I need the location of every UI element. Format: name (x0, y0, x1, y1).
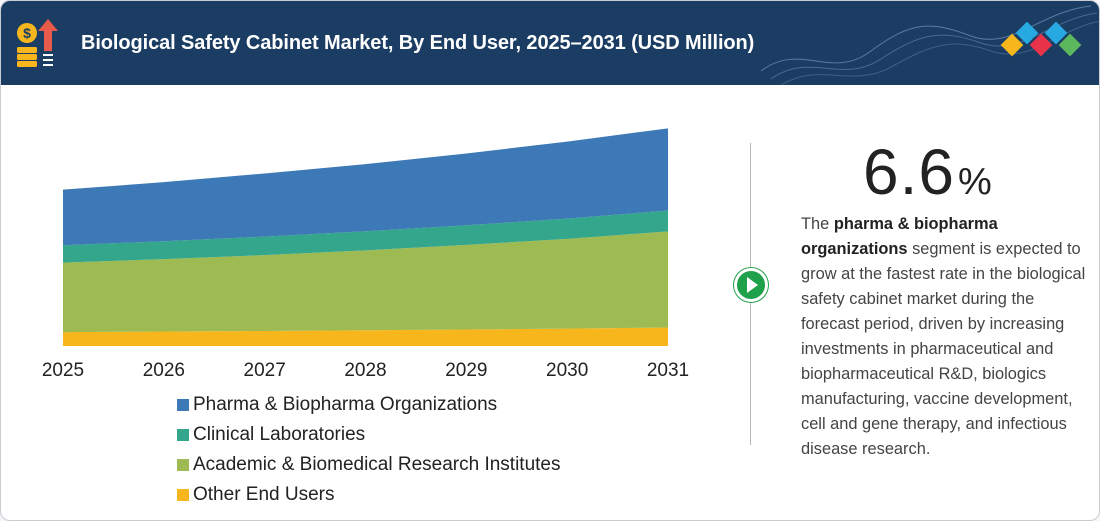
legend-swatch (177, 429, 189, 441)
legend-label: Clinical Laboratories (193, 424, 366, 445)
description-body: segment is expected to grow at the faste… (801, 240, 1086, 458)
legend-item: Other End Users (177, 480, 561, 510)
svg-text:$: $ (23, 25, 31, 41)
area-series-3 (63, 128, 668, 246)
x-tick-label: 2026 (143, 360, 185, 381)
legend-label: Academic & Biomedical Research Institute… (193, 454, 561, 475)
description-lead: The (801, 215, 834, 233)
cagr-value: 6.6 (863, 136, 955, 208)
chart-title: Biological Safety Cabinet Market, By End… (81, 32, 755, 54)
legend-item: Pharma & Biopharma Organizations (177, 390, 561, 420)
header-bar: $ Biological Safety Cabinet Market, By E… (1, 1, 1099, 85)
money-growth-icon: $ (17, 19, 58, 67)
stacked-area-chart: 2025 2026 2027 2028 2029 2030 2031 (42, 128, 689, 381)
legend-swatch (177, 489, 189, 501)
cagr-unit: % (957, 161, 992, 203)
area-series-0 (63, 327, 668, 346)
legend-item: Academic & Biomedical Research Institute… (177, 450, 561, 480)
legend-swatch (177, 399, 189, 411)
growth-rate-stat: 6.6% (863, 135, 992, 209)
legend-item: Clinical Laboratories (177, 420, 561, 450)
segment-description: The pharma & biopharma organizations seg… (801, 212, 1091, 462)
area-series-2 (63, 210, 668, 263)
x-tick-label: 2031 (647, 360, 689, 381)
play-arrow-icon (747, 277, 758, 293)
x-tick-label: 2028 (344, 360, 386, 381)
x-tick-label: 2029 (445, 360, 487, 381)
x-tick-label: 2030 (546, 360, 588, 381)
legend-label: Other End Users (193, 484, 335, 505)
x-tick-label: 2025 (42, 360, 84, 381)
next-arrow-button[interactable] (734, 268, 768, 302)
description-highlight: pharma & biopharma organizations (801, 215, 998, 258)
legend-label: Pharma & Biopharma Organizations (193, 394, 498, 415)
area-series-1 (63, 231, 668, 333)
chart-legend: Pharma & Biopharma Organizations Clinical… (177, 390, 561, 510)
colored-diamonds-logo (761, 5, 1099, 85)
x-tick-label: 2027 (244, 360, 286, 381)
legend-swatch (177, 459, 189, 471)
